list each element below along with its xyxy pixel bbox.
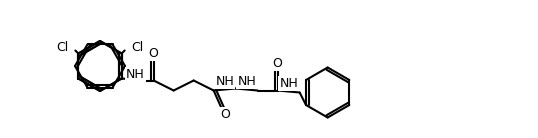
Text: O: O <box>221 108 231 121</box>
Text: NH: NH <box>215 75 234 88</box>
Text: NH: NH <box>237 75 256 88</box>
Text: Cl: Cl <box>132 41 144 54</box>
Text: NH: NH <box>126 68 145 81</box>
Text: Cl: Cl <box>56 41 68 54</box>
Text: O: O <box>148 47 159 60</box>
Text: O: O <box>273 57 282 70</box>
Text: NH: NH <box>279 77 298 90</box>
